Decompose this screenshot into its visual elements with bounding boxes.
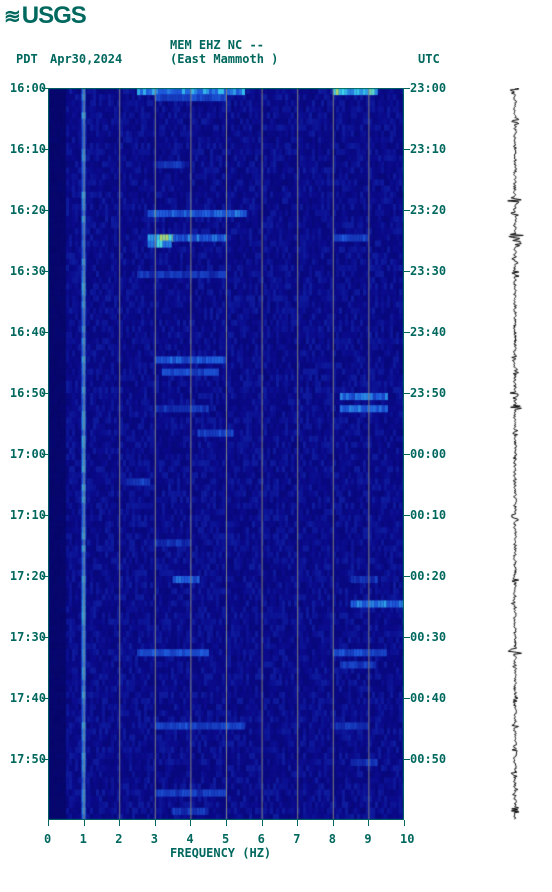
xtick-label: 10 (400, 832, 414, 846)
tickmark (42, 88, 48, 89)
xtick (404, 820, 405, 826)
tickmark (42, 454, 48, 455)
ytick-left: 17:00 (6, 447, 46, 461)
tickmark (42, 210, 48, 211)
ytick-left: 16:40 (6, 325, 46, 339)
xtick-label: 9 (364, 832, 371, 846)
tickmark (404, 149, 410, 150)
tickmark (42, 332, 48, 333)
ytick-right: 23:50 (410, 386, 446, 400)
xtick (48, 820, 49, 826)
x-axis-label: FREQUENCY (HZ) (170, 846, 271, 860)
ytick-left: 17:20 (6, 569, 46, 583)
xtick-label: 8 (329, 832, 336, 846)
xtick-label: 1 (80, 832, 87, 846)
ytick-right: 00:50 (410, 752, 446, 766)
ytick-left: 17:40 (6, 691, 46, 705)
xtick-label: 5 (222, 832, 229, 846)
spectrogram-plot (48, 88, 404, 820)
ytick-left: 16:30 (6, 264, 46, 278)
ytick-right: 00:10 (410, 508, 446, 522)
ytick-left: 16:20 (6, 203, 46, 217)
tickmark (42, 271, 48, 272)
ytick-right: 23:00 (410, 81, 446, 95)
ytick-right: 00:00 (410, 447, 446, 461)
tickmark (404, 576, 410, 577)
xtick-label: 3 (151, 832, 158, 846)
tickmark (404, 393, 410, 394)
ytick-right: 00:20 (410, 569, 446, 583)
tickmark (404, 454, 410, 455)
header-station: MEM EHZ NC -- (170, 38, 264, 52)
tickmark (404, 515, 410, 516)
ytick-right: 23:40 (410, 325, 446, 339)
tickmark (404, 210, 410, 211)
ytick-right: 00:30 (410, 630, 446, 644)
tickmark (404, 759, 410, 760)
header-location: (East Mammoth ) (170, 52, 278, 66)
xtick (297, 820, 298, 826)
header-left-tz: PDT (16, 52, 38, 66)
tickmark (42, 515, 48, 516)
ytick-left: 16:10 (6, 142, 46, 156)
spectrogram-canvas (48, 88, 404, 820)
xtick-label: 0 (44, 832, 51, 846)
ytick-right: 00:40 (410, 691, 446, 705)
xtick-label: 7 (293, 832, 300, 846)
ytick-left: 16:50 (6, 386, 46, 400)
ytick-left: 17:50 (6, 752, 46, 766)
ytick-left: 17:30 (6, 630, 46, 644)
tickmark (404, 698, 410, 699)
ytick-left: 16:00 (6, 81, 46, 95)
xtick (119, 820, 120, 826)
tickmark (42, 393, 48, 394)
ytick-right: 23:30 (410, 264, 446, 278)
xtick (262, 820, 263, 826)
tickmark (42, 576, 48, 577)
xtick (190, 820, 191, 826)
tickmark (42, 759, 48, 760)
xtick (368, 820, 369, 826)
tickmark (404, 637, 410, 638)
tickmark (42, 637, 48, 638)
tickmark (42, 698, 48, 699)
logo-text: USGS (22, 2, 86, 29)
tickmark (404, 88, 410, 89)
seismogram-trace (500, 88, 530, 820)
xtick (155, 820, 156, 826)
header-right-tz: UTC (418, 52, 440, 66)
tickmark (42, 149, 48, 150)
ytick-left: 17:10 (6, 508, 46, 522)
tickmark (404, 271, 410, 272)
tickmark (404, 332, 410, 333)
ytick-right: 23:20 (410, 203, 446, 217)
header-date: Apr30,2024 (50, 52, 122, 66)
xtick (333, 820, 334, 826)
xtick (226, 820, 227, 826)
xtick (84, 820, 85, 826)
usgs-logo: ≋USGS (4, 2, 86, 30)
ytick-right: 23:10 (410, 142, 446, 156)
xtick-label: 2 (115, 832, 122, 846)
logo-wave-icon: ≋ (4, 4, 20, 29)
xtick-label: 6 (258, 832, 265, 846)
xtick-label: 4 (186, 832, 193, 846)
